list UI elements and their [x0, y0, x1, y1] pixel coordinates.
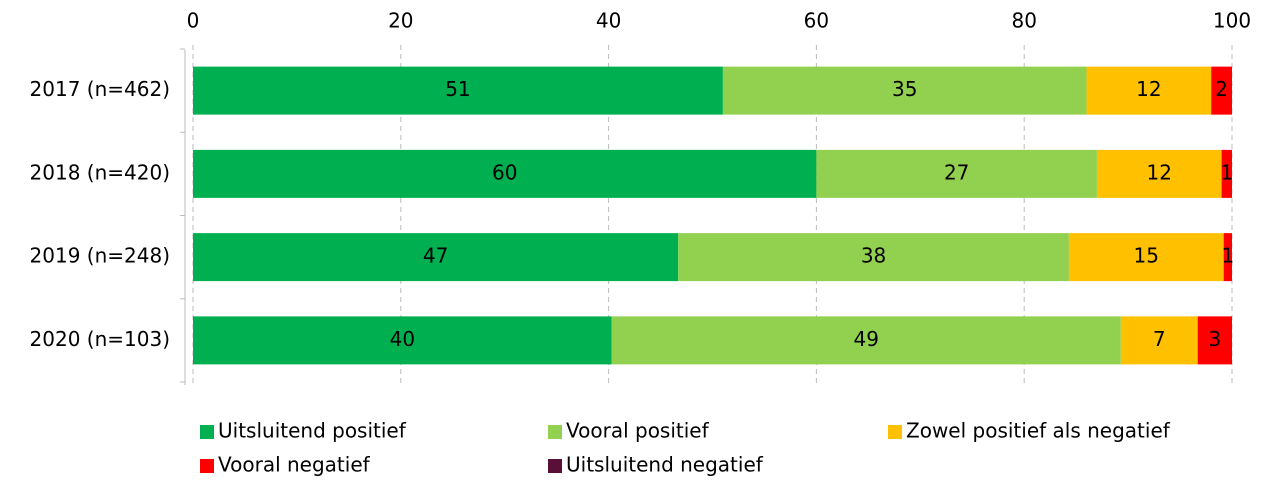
bar-segment: [193, 233, 679, 282]
x-tick-label: 80: [1011, 9, 1036, 33]
data-label: 40: [390, 327, 415, 351]
data-label: 27: [944, 160, 969, 184]
data-label: 7: [1153, 327, 1166, 351]
data-label: 51: [445, 77, 470, 101]
bar-segment: [1096, 149, 1222, 198]
data-label: 2: [1215, 77, 1228, 101]
bar-segment: [1221, 149, 1232, 198]
bar-segment: [193, 66, 723, 115]
bar-segment: [722, 66, 1087, 115]
legend-swatch: [200, 459, 214, 473]
y-tick-label: 2017 (n=462): [30, 77, 170, 101]
y-tick-label: 2019 (n=248): [30, 244, 170, 268]
bar-segment: [1223, 233, 1232, 282]
bar-segment: [1068, 233, 1224, 282]
x-tick-label: 40: [596, 9, 621, 33]
bar-segment: [193, 149, 817, 198]
x-tick-label: 20: [388, 9, 413, 33]
x-tick-label: 60: [804, 9, 829, 33]
legend-label: Vooral positief: [566, 419, 710, 443]
data-label: 12: [1136, 77, 1161, 101]
legend-label: Uitsluitend positief: [218, 419, 407, 443]
bar-segment: [1086, 66, 1212, 115]
bar-segment: [611, 316, 1121, 365]
legend-swatch: [548, 425, 562, 439]
y-tick-label: 2018 (n=420): [30, 160, 170, 184]
data-label: 49: [854, 327, 879, 351]
legend-swatch: [888, 425, 902, 439]
data-label: 1: [1221, 244, 1234, 268]
bar-segment: [816, 149, 1097, 198]
data-label: 1: [1220, 160, 1233, 184]
data-label: 38: [861, 244, 886, 268]
data-label: 12: [1147, 160, 1172, 184]
bar-segment: [1120, 316, 1198, 365]
legend-label: Uitsluitend negatief: [566, 453, 764, 477]
data-label: 47: [423, 244, 448, 268]
x-tick-label: 100: [1213, 9, 1251, 33]
legend-swatch: [200, 425, 214, 439]
bar-segment: [1197, 316, 1232, 365]
data-label: 3: [1208, 327, 1221, 351]
bar-segment: [1211, 66, 1232, 115]
data-label: 15: [1134, 244, 1159, 268]
bar-segment: [678, 233, 1069, 282]
data-label: 35: [892, 77, 917, 101]
legend-label: Vooral negatief: [218, 453, 371, 477]
y-tick-label: 2020 (n=103): [30, 327, 170, 351]
x-tick-label: 0: [187, 9, 200, 33]
bar-segment: [193, 316, 612, 365]
data-label: 60: [492, 160, 517, 184]
legend-swatch: [548, 459, 562, 473]
legend-label: Zowel positief als negatief: [906, 419, 1171, 443]
